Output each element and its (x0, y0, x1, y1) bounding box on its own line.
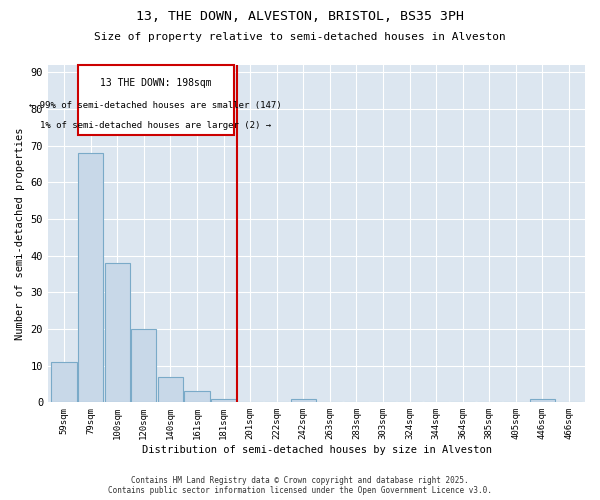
Bar (52, 362, 77, 403)
Bar (184, 392, 209, 402)
Text: Contains HM Land Registry data © Crown copyright and database right 2025.
Contai: Contains HM Land Registry data © Crown c… (108, 476, 492, 495)
Bar (131, 329, 157, 402)
Bar (211, 398, 236, 402)
Bar (78, 153, 103, 402)
Text: 13, THE DOWN, ALVESTON, BRISTOL, BS35 3PH: 13, THE DOWN, ALVESTON, BRISTOL, BS35 3P… (136, 10, 464, 23)
Text: 13 THE DOWN: 198sqm: 13 THE DOWN: 198sqm (100, 78, 212, 88)
Text: ← 99% of semi-detached houses are smaller (147): ← 99% of semi-detached houses are smalle… (29, 101, 282, 110)
FancyBboxPatch shape (78, 65, 233, 134)
Text: Size of property relative to semi-detached houses in Alveston: Size of property relative to semi-detach… (94, 32, 506, 42)
Text: 1% of semi-detached houses are larger (2) →: 1% of semi-detached houses are larger (2… (40, 121, 271, 130)
Bar (290, 398, 316, 402)
Bar (530, 398, 555, 402)
Bar (158, 376, 183, 402)
Bar (104, 263, 130, 402)
X-axis label: Distribution of semi-detached houses by size in Alveston: Distribution of semi-detached houses by … (142, 445, 491, 455)
Y-axis label: Number of semi-detached properties: Number of semi-detached properties (15, 128, 25, 340)
